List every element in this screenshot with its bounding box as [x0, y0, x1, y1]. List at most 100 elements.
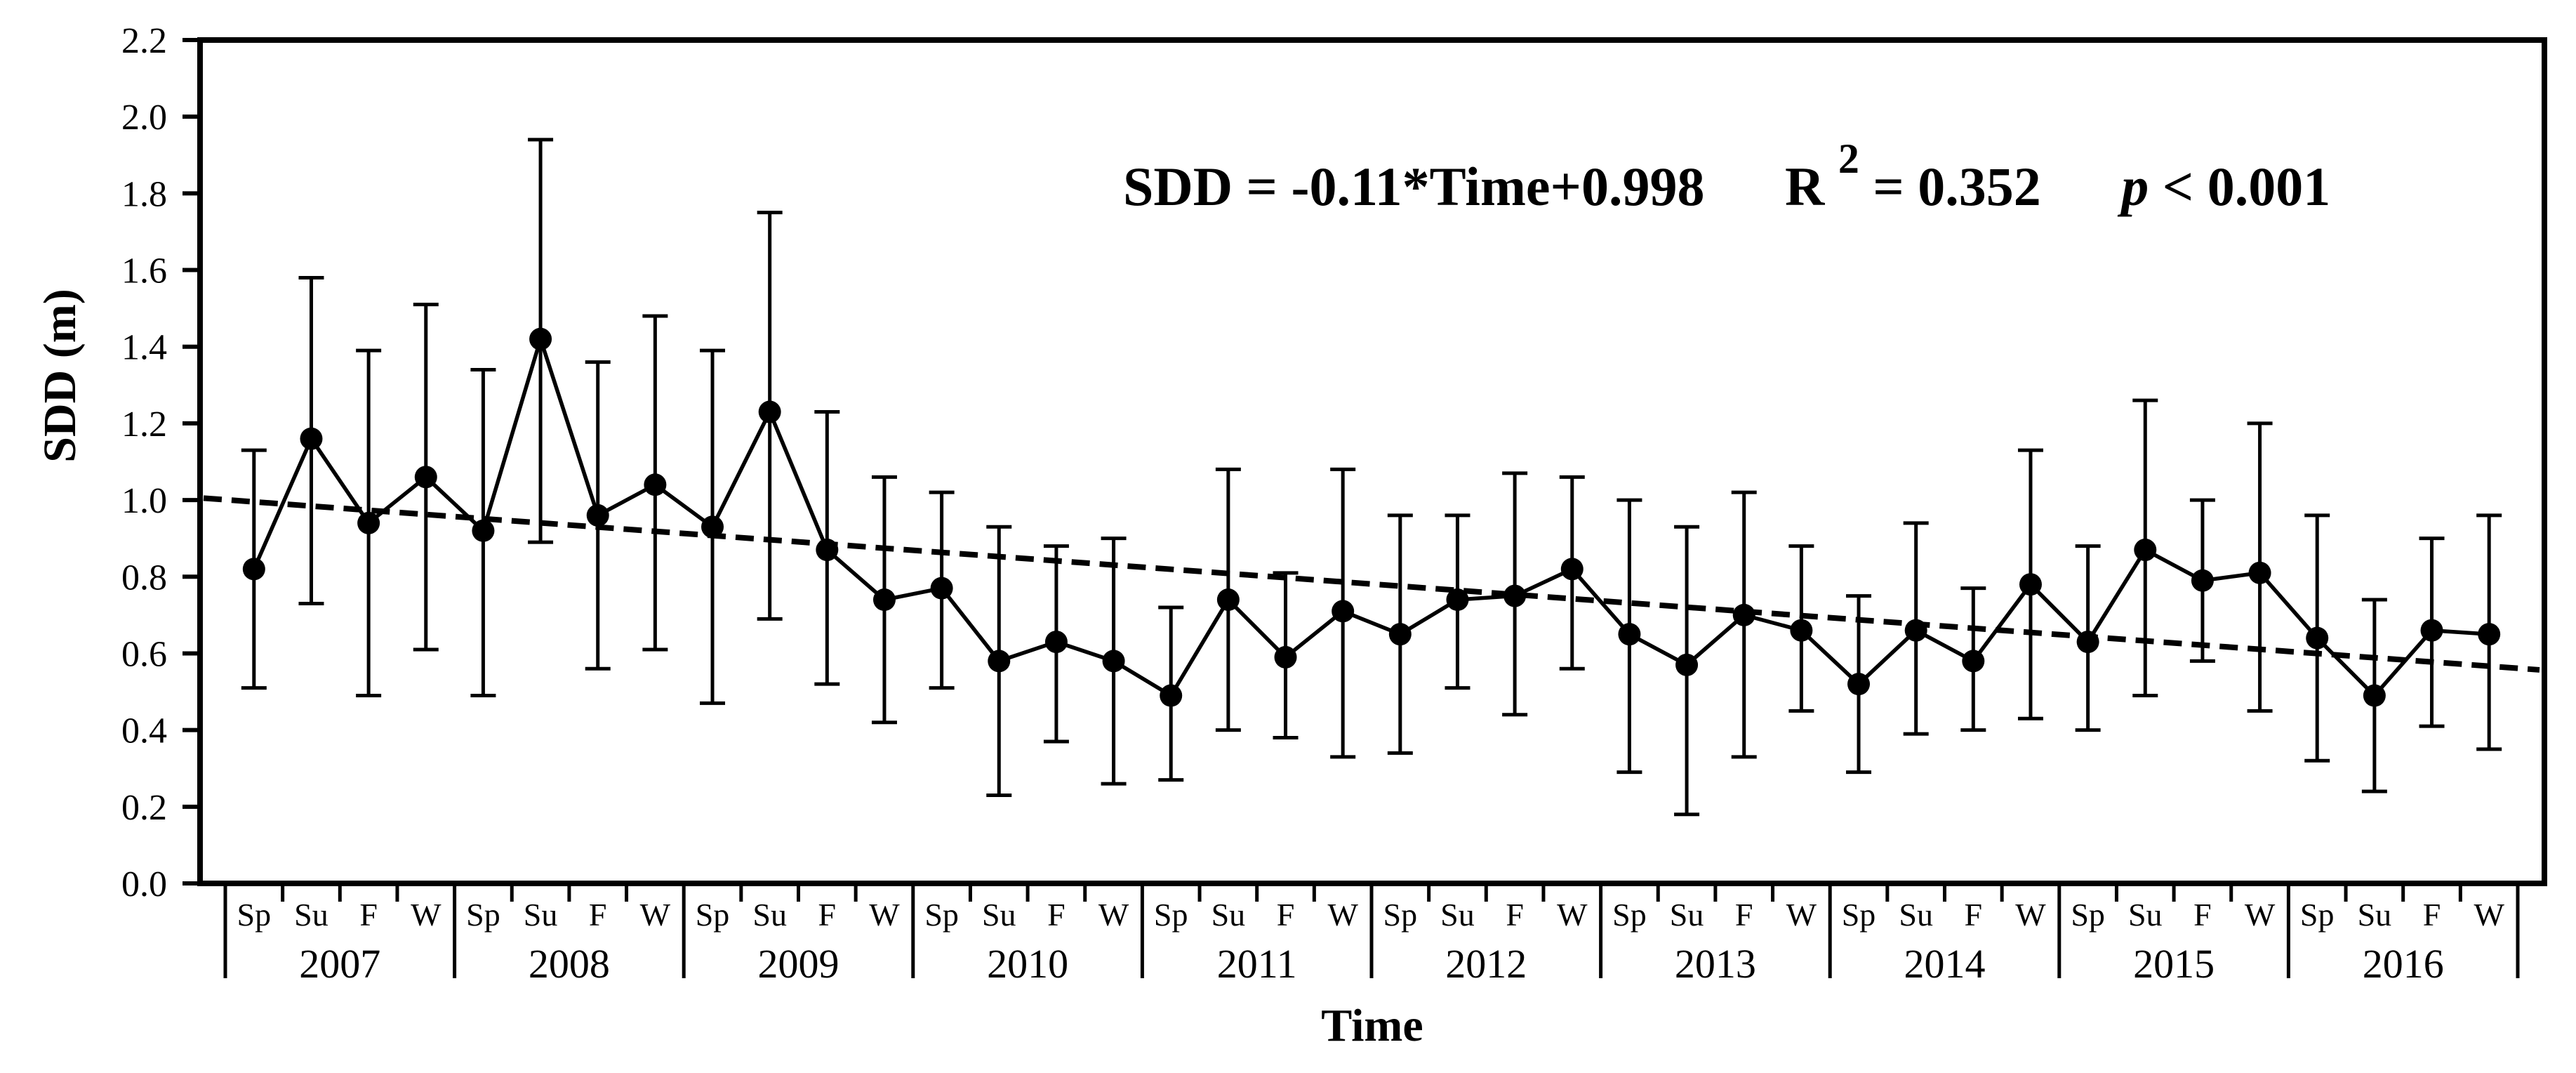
data-point — [2478, 623, 2501, 646]
season-tick-label: F — [1735, 897, 1753, 933]
r-squared-label: R — [1785, 156, 1826, 217]
data-point — [2248, 561, 2271, 584]
season-tick-label: W — [2245, 897, 2276, 933]
x-axis-title: Time — [1321, 1000, 1423, 1051]
data-line — [252, 337, 2490, 698]
r-squared-value: = 0.352 — [1873, 156, 2040, 217]
season-tick-label: W — [1327, 897, 1358, 933]
data-point — [300, 427, 323, 450]
y-tick-label: 2.2 — [121, 21, 167, 61]
data-point — [2306, 626, 2329, 650]
data-point — [529, 327, 552, 350]
season-tick-label: W — [1557, 897, 1588, 933]
season-tick-label: Su — [2358, 897, 2392, 933]
plot-area: 0.0 0.2 0.4 0.6 0.8 1.0 1.2 1.4 1.6 1.8 2.0 2.2 Sp Su… — [121, 21, 2540, 987]
data-point — [1618, 623, 1641, 646]
season-tick-label: F — [1277, 897, 1295, 933]
season-tick-label: W — [2474, 897, 2504, 933]
data-point — [414, 466, 437, 489]
data-point — [701, 515, 724, 539]
data-point — [816, 539, 839, 562]
year-tick-label: 2012 — [1445, 941, 1527, 987]
data-point — [930, 577, 953, 600]
y-tick-label: 0.6 — [121, 634, 167, 674]
data-point — [1675, 653, 1699, 676]
year-tick-label: 2011 — [1217, 941, 1297, 987]
season-tick-label: Su — [294, 897, 328, 933]
equation-main: SDD = -0.11*Time+0.998 — [1123, 156, 1704, 217]
y-tick-label: 0.0 — [121, 864, 167, 904]
y-axis-title: SDD (m) — [34, 289, 86, 462]
season-tick-label: Sp — [2071, 897, 2105, 933]
data-point — [2134, 539, 2157, 562]
year-tick-label: 2013 — [1675, 941, 1756, 987]
y-tick-label: 1.6 — [121, 251, 167, 291]
data-point — [1962, 650, 1985, 673]
data-point — [758, 400, 781, 423]
season-tick-label: W — [1786, 897, 1817, 933]
p-label: p — [2117, 156, 2149, 217]
season-tick-label: Sp — [924, 897, 959, 933]
season-tick-label: Su — [1899, 897, 1933, 933]
data-point — [2191, 569, 2214, 592]
season-tick-label: Su — [982, 897, 1016, 933]
season-tick-label: Su — [524, 897, 558, 933]
data-point — [1216, 588, 1240, 612]
year-tick-label: 2010 — [987, 941, 1068, 987]
data-point — [1160, 684, 1183, 707]
season-tick-label: W — [411, 897, 441, 933]
season-tick-label: W — [869, 897, 900, 933]
data-point — [2420, 619, 2443, 642]
r-squared-superscript: 2 — [1838, 136, 1859, 182]
season-tick-label: F — [589, 897, 607, 933]
season-tick-label: Sp — [1383, 897, 1418, 933]
y-tick-label: 0.2 — [121, 788, 167, 828]
season-tick-label: F — [2193, 897, 2212, 933]
year-tick-label: 2007 — [299, 941, 380, 987]
data-point — [1560, 558, 1584, 581]
data-point — [988, 650, 1011, 673]
data-point — [644, 473, 667, 496]
season-tick-label: F — [2423, 897, 2441, 933]
season-tick-label: Sp — [237, 897, 272, 933]
y-tick-label: 2.0 — [121, 98, 167, 138]
season-tick-label: F — [1047, 897, 1065, 933]
data-point — [1388, 623, 1412, 646]
season-tick-label: Sp — [1842, 897, 1876, 933]
data-point — [2019, 573, 2042, 596]
season-tick-label: Su — [1670, 897, 1704, 933]
y-tick-label: 1.8 — [121, 174, 167, 214]
y-tick-label: 1.4 — [121, 328, 167, 368]
year-tick-label: 2009 — [758, 941, 839, 987]
data-point — [1446, 588, 1469, 612]
season-tick-label: Su — [752, 897, 787, 933]
season-tick-label: Sp — [696, 897, 730, 933]
data-point — [1790, 619, 1813, 642]
season-tick-label: F — [359, 897, 378, 933]
data-point — [242, 558, 265, 581]
season-tick-label: Sp — [1612, 897, 1647, 933]
data-point — [1102, 650, 1125, 673]
season-tick-label: Sp — [1154, 897, 1188, 933]
season-tick-label: Su — [1211, 897, 1246, 933]
season-tick-label: Su — [1440, 897, 1475, 933]
y-tick-label: 1.0 — [121, 481, 167, 521]
season-tick-label: F — [1965, 897, 1983, 933]
season-tick-label: Sp — [2300, 897, 2335, 933]
data-point — [1044, 631, 1068, 654]
data-point — [1904, 619, 1927, 642]
p-value: < 0.001 — [2163, 156, 2330, 217]
data-point — [1847, 673, 1871, 696]
y-tick-label: 0.4 — [121, 711, 167, 751]
data-point — [2363, 684, 2386, 707]
season-tick-label: W — [1098, 897, 1129, 933]
data-point — [472, 519, 495, 542]
year-tick-label: 2015 — [2133, 941, 2215, 987]
regression-equation: SDD = -0.11*Time+0.998 R 2 = 0.352 p < 0… — [1123, 124, 2330, 217]
season-tick-label: F — [1506, 897, 1524, 933]
season-tick-label: F — [818, 897, 837, 933]
year-tick-label: 2014 — [1904, 941, 1986, 987]
season-tick-label: W — [640, 897, 671, 933]
data-point — [2076, 631, 2099, 654]
